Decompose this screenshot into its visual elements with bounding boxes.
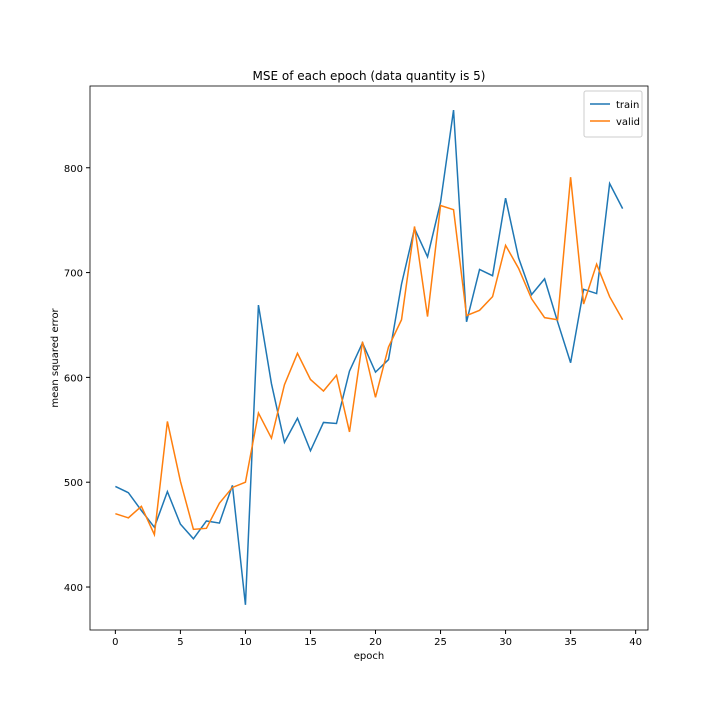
x-tick-label: 15	[304, 637, 317, 648]
y-tick-label: 500	[64, 478, 83, 489]
x-tick-label: 5	[177, 637, 183, 648]
legend-box	[583, 90, 643, 138]
y-tick-label: 400	[64, 583, 83, 594]
y-tick-label: 800	[64, 164, 83, 175]
y-axis-label: mean squared error	[50, 307, 61, 407]
x-axis-label: epoch	[354, 651, 384, 662]
x-tick-label: 35	[564, 637, 577, 648]
line-series	[115, 110, 624, 605]
legend-label: valid	[616, 117, 640, 128]
x-tick-label: 40	[629, 637, 642, 648]
chart-title: MSE of each epoch (data quantity is 5)	[253, 69, 486, 83]
x-tick-label: 10	[239, 637, 252, 648]
x-tick-label: 30	[499, 637, 512, 648]
plot-frame	[89, 85, 649, 631]
x-tick-label: 20	[369, 637, 382, 648]
y-tick-label: 600	[64, 373, 83, 384]
x-tick-label: 0	[112, 637, 118, 648]
x-tick-label: 25	[434, 637, 447, 648]
legend-label: train	[616, 100, 639, 111]
y-tick-label: 700	[64, 269, 83, 280]
line-series	[115, 177, 624, 538]
